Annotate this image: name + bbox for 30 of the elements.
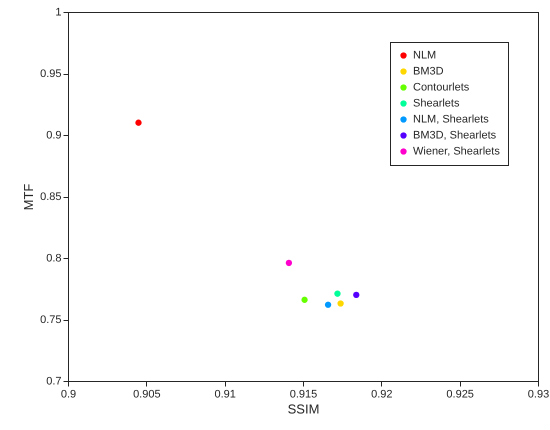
point: [286, 260, 292, 266]
x-tick-label: 0.93: [528, 388, 550, 400]
y-tick-label: 0.85: [40, 191, 62, 203]
legend-label: Contourlets: [413, 82, 470, 94]
x-tick-label: 0.9: [60, 388, 76, 400]
y-tick-label: 0.95: [40, 68, 62, 80]
y-tick-label: 0.7: [46, 376, 62, 388]
x-tick-label: 0.905: [133, 388, 161, 400]
legend-label: BM3D, Shearlets: [413, 130, 497, 142]
point: [135, 120, 142, 126]
point: [301, 296, 308, 303]
x-tick-label: 0.915: [290, 388, 318, 400]
x-tick-label: 0.92: [371, 388, 393, 400]
y-axis-title: MTF: [21, 184, 36, 210]
y-tick-label: 0.8: [46, 252, 62, 264]
point: [337, 300, 344, 307]
x-tick-label: 0.925: [446, 388, 474, 400]
y-tick-label: 0.9: [46, 130, 62, 142]
point: [353, 292, 360, 298]
legend-label: NLM: [413, 50, 436, 62]
x-tick-label: 0.91: [214, 388, 236, 400]
point: [334, 290, 341, 297]
y-tick-label: 1: [55, 6, 62, 18]
y-tick-label: 0.75: [40, 314, 62, 326]
legend-label: Shearlets: [413, 98, 460, 110]
legend-label: NLM, Shearlets: [413, 114, 490, 126]
legend-label: Wiener, Shearlets: [413, 146, 500, 158]
legend-label: BM3D: [413, 66, 444, 78]
point: [324, 302, 332, 308]
x-axis-title: SSIM: [288, 402, 320, 416]
